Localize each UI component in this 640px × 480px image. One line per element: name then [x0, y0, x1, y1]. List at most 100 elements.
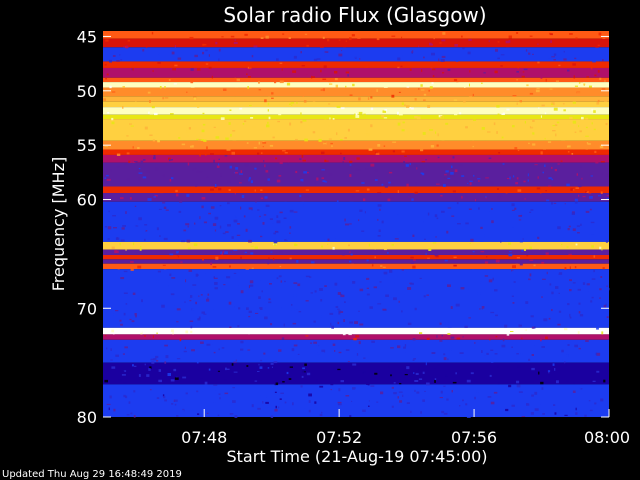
spectrogram-noise	[158, 379, 162, 383]
spectrogram-noise	[575, 187, 579, 189]
spectrogram-noise	[147, 91, 151, 94]
spectrogram-noise	[235, 359, 237, 361]
spectrogram-noise	[459, 392, 461, 395]
spectrogram-noise	[420, 84, 423, 87]
spectrogram-noise	[476, 390, 479, 393]
spectrogram-noise	[273, 240, 278, 244]
spectrogram-noise	[320, 44, 324, 48]
spectrogram-noise	[347, 128, 350, 132]
spectrogram-noise	[135, 101, 137, 104]
spectrogram-noise	[553, 372, 555, 374]
spectrogram-noise	[217, 370, 220, 372]
spectrogram-noise	[250, 252, 254, 255]
spectrogram-band	[103, 241, 609, 250]
spectrogram-noise	[194, 222, 196, 225]
spectrogram-noise	[160, 191, 164, 194]
spectrogram-noise	[557, 226, 561, 230]
spectrogram-noise	[234, 77, 236, 80]
spectrogram-noise	[248, 44, 253, 47]
spectrogram-noise	[597, 44, 600, 47]
spectrogram-noise	[270, 323, 273, 326]
spectrogram-noise	[194, 270, 198, 274]
spectrogram-noise	[324, 128, 326, 131]
spectrogram-noise	[464, 325, 468, 328]
x-axis: 07:48 07:52 07:56 08:00	[181, 409, 630, 447]
spectrogram-noise	[206, 343, 211, 346]
spectrogram-noise	[114, 404, 117, 407]
spectrogram-noise	[591, 296, 594, 299]
spectrogram-noise	[331, 145, 333, 148]
spectrogram-noise	[265, 35, 269, 39]
spectrogram-noise	[349, 415, 352, 417]
spectrogram-noise	[452, 400, 457, 402]
spectrogram-noise	[288, 378, 292, 380]
spectrogram-noise	[495, 259, 500, 263]
spectrogram-noise	[234, 172, 238, 174]
spectrogram-noise	[358, 169, 361, 171]
spectrogram-noise	[500, 65, 503, 67]
spectrogram-noise	[544, 184, 548, 186]
spectrogram-noise	[227, 202, 230, 205]
spectrogram-noise	[349, 174, 352, 177]
spectrogram-noise	[404, 367, 406, 371]
spectrogram-noise	[260, 37, 264, 39]
spectrogram-noise	[576, 225, 580, 227]
spectrogram-noise	[480, 281, 482, 285]
spectrogram-noise	[527, 179, 529, 182]
spectrogram-noise	[320, 299, 323, 302]
spectrogram-noise	[255, 199, 257, 203]
spectrogram-noise	[276, 42, 278, 44]
spectrogram-noise	[104, 226, 108, 228]
spectrogram-noise	[191, 349, 195, 352]
spectrogram-noise	[149, 134, 153, 136]
spectrogram-noise	[426, 337, 430, 340]
spectrogram-noise	[419, 277, 422, 279]
spectrogram-noise	[590, 300, 593, 303]
spectrogram-noise	[423, 221, 426, 224]
spectrogram-noise	[206, 176, 209, 178]
spectrogram-noise	[602, 267, 605, 270]
spectrogram-noise	[265, 204, 270, 207]
spectrogram-noise	[603, 310, 607, 313]
spectrogram-noise	[150, 346, 153, 350]
spectrogram-noise	[568, 253, 572, 255]
spectrogram-noise	[496, 90, 501, 93]
spectrogram-noise	[281, 240, 285, 242]
spectrogram-noise	[370, 163, 375, 167]
spectrogram-noise	[260, 280, 263, 282]
spectrogram-noise	[345, 40, 347, 42]
spectrogram-noise	[266, 124, 270, 128]
spectrogram-noise	[105, 334, 107, 337]
spectrogram-noise	[224, 378, 227, 382]
spectrogram-noise	[105, 39, 109, 42]
spectrogram-noise	[512, 95, 517, 97]
spectrogram-noise	[384, 184, 388, 188]
spectrogram-noise	[240, 256, 242, 259]
spectrogram-noise	[585, 117, 589, 120]
spectrogram-noise	[497, 57, 500, 60]
spectrogram-noise	[577, 331, 580, 334]
spectrogram-noise	[489, 374, 492, 377]
spectrogram-noise	[364, 66, 368, 68]
y-tick-label: 70	[77, 299, 97, 318]
spectrogram-noise	[201, 197, 206, 200]
spectrogram-noise	[122, 106, 124, 109]
spectrogram-noise	[128, 64, 132, 68]
spectrogram-noise	[235, 167, 239, 170]
spectrogram-noise	[554, 169, 557, 172]
spectrogram-noise	[411, 50, 414, 53]
spectrogram-noise	[404, 374, 408, 376]
spectrogram-noise	[205, 315, 210, 318]
spectrogram-noise	[571, 212, 575, 215]
spectrogram-noise	[473, 91, 476, 94]
spectrogram-noise	[596, 326, 599, 330]
spectrogram-noise	[424, 238, 426, 240]
spectrogram-noise	[212, 344, 215, 348]
spectrogram-noise	[433, 85, 437, 87]
spectrogram-noise	[169, 179, 172, 182]
spectrogram-noise	[261, 152, 263, 154]
spectrogram-noise	[120, 239, 125, 242]
spectrogram-noise	[315, 310, 319, 313]
spectrogram-noise	[176, 64, 180, 68]
spectrogram-noise	[265, 401, 269, 404]
